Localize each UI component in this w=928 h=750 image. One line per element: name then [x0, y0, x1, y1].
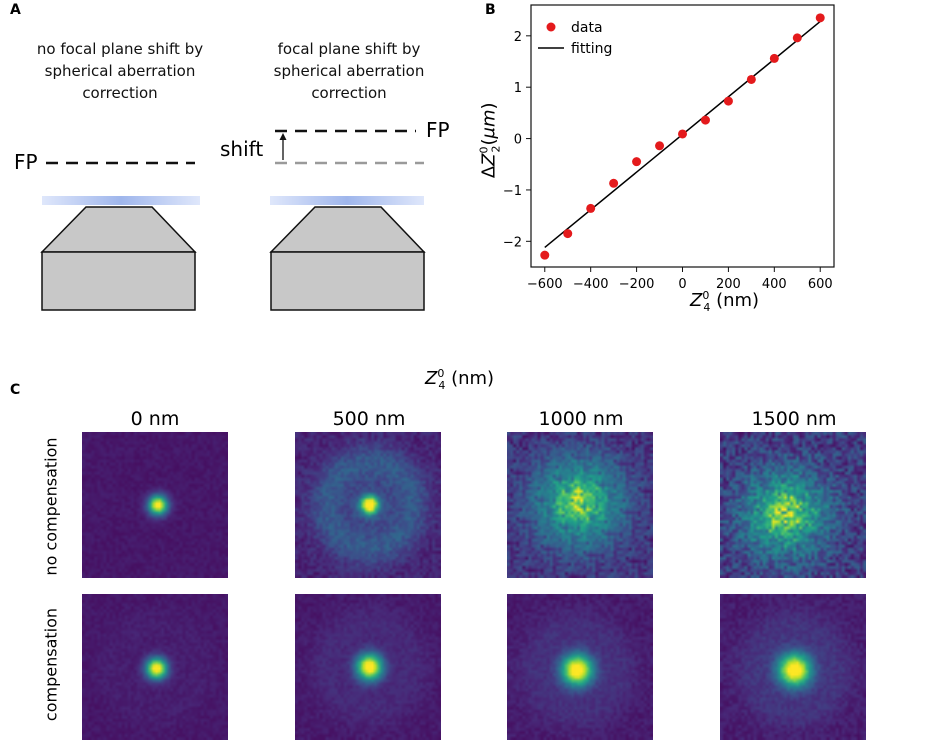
row-label-compensation: compensation — [41, 607, 61, 722]
data-point — [723, 96, 733, 106]
objective-nose-right — [269, 206, 426, 253]
x-tick-label: −200 — [619, 277, 655, 292]
coverslip-right — [270, 196, 424, 205]
column-title-1500nm: 1500 nm — [751, 408, 837, 430]
fp-label-left: FP — [14, 150, 38, 174]
caption-right-line2: spherical aberration — [273, 62, 425, 80]
panel-c-title: Z04 (nm) — [425, 367, 495, 392]
caption-left-line3: correction — [82, 84, 158, 102]
column-title-1000nm: 1000 nm — [538, 408, 624, 430]
legend-label-data: data — [571, 20, 603, 36]
microscope-diagram — [40, 129, 426, 311]
objective-body-right — [270, 251, 425, 311]
chart: −600 −400 −200 0 200 400 600 −2 −1 0 1 2 data fitti… — [503, 4, 835, 292]
psf-image-500nm-uncompensated — [295, 432, 441, 578]
y-tick-label: −2 — [503, 235, 522, 250]
y-axis-label: ΔZ02(μm) — [477, 102, 503, 179]
column-title-500nm: 500 nm — [332, 408, 406, 430]
y-tick-label: 1 — [514, 81, 522, 96]
psf-image-0nm-uncompensated — [82, 432, 228, 578]
caption-right-line1: focal plane shift by — [277, 40, 421, 58]
psf-image-500nm-compensated — [295, 594, 441, 740]
data-point — [678, 129, 687, 139]
column-title-0nm: 0 nm — [130, 408, 180, 430]
data-point — [746, 74, 756, 84]
caption-left-line1: no focal plane shift by — [36, 40, 204, 58]
data-point — [540, 250, 550, 260]
x-tick-label: −400 — [573, 277, 609, 292]
objective-nose-left — [40, 206, 197, 253]
fp-label-right: FP — [426, 118, 450, 142]
psf-image-1000nm-compensated — [507, 594, 653, 740]
objective-body-left — [41, 251, 196, 311]
y-tick-label: 0 — [514, 133, 522, 148]
x-tick-label: 200 — [716, 277, 741, 292]
panel-label-a: A — [10, 2, 21, 18]
psf-image-1000nm-uncompensated — [507, 432, 653, 578]
panel-label-c: C — [10, 382, 21, 398]
y-tick-label: −1 — [503, 184, 522, 199]
caption-right: focal plane shift by spherical aberratio… — [236, 38, 462, 104]
legend-label-fitting: fitting — [571, 41, 612, 57]
legend-marker-data — [546, 22, 556, 32]
objective-left — [40, 161, 200, 311]
caption-right-line3: correction — [311, 84, 387, 102]
shift-label: shift — [220, 137, 264, 161]
panel-label-b: B — [485, 2, 496, 18]
shift-arrow-head — [279, 133, 287, 140]
psf-image-1500nm-compensated — [720, 594, 866, 740]
data-point — [792, 33, 802, 43]
data-point — [609, 178, 619, 188]
data-point — [586, 203, 596, 213]
objective-right — [269, 129, 426, 311]
coverslip-left — [42, 196, 200, 205]
x-axis-label: Z04 (nm) — [690, 289, 760, 314]
data-point — [632, 157, 642, 167]
data-point — [563, 229, 573, 239]
row-label-no-compensation: no compensation — [41, 437, 61, 576]
data-point — [815, 13, 825, 23]
y-tick-label: 2 — [514, 30, 522, 45]
x-tick-label: 0 — [678, 277, 686, 292]
caption-left: no focal plane shift by spherical aberra… — [2, 38, 238, 104]
psf-image-0nm-compensated — [82, 594, 228, 740]
psf-image-1500nm-uncompensated — [720, 432, 866, 578]
x-tick-label: 600 — [808, 277, 833, 292]
data-point — [655, 141, 665, 151]
caption-left-line2: spherical aberration — [44, 62, 196, 80]
data-point — [700, 115, 710, 125]
x-tick-label: −600 — [527, 277, 563, 292]
x-tick-label: 400 — [762, 277, 787, 292]
data-point — [769, 53, 779, 63]
legend: data fitting — [538, 20, 612, 57]
